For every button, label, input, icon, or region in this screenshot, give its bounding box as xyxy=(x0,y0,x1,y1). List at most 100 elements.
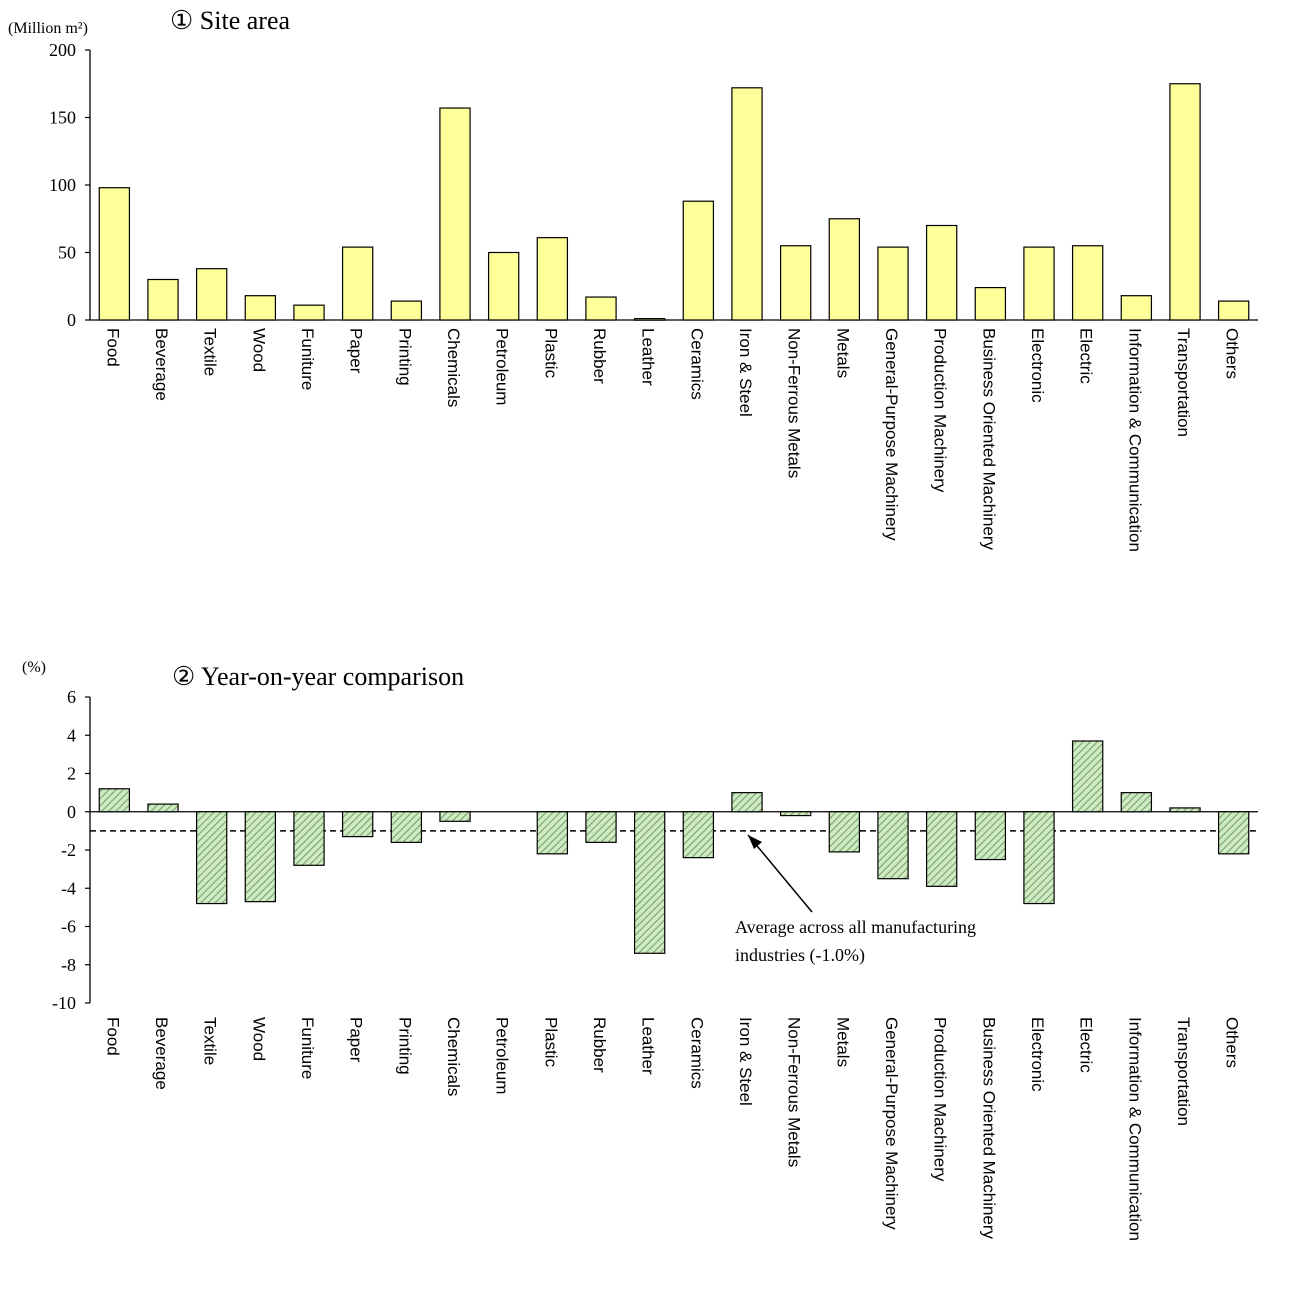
category-label: Iron & Steel xyxy=(736,328,755,417)
y-tick-label: 0 xyxy=(67,802,76,822)
category-label: Production Machinery xyxy=(931,1017,950,1182)
bar-iron-steel xyxy=(731,792,763,813)
chart1-title: ① Site area xyxy=(170,6,290,35)
bar-textile xyxy=(195,811,228,905)
bar-plastic xyxy=(536,811,569,855)
category-label: Food xyxy=(103,1017,122,1056)
chart2-bars xyxy=(98,740,1250,954)
bar-textile xyxy=(195,268,228,321)
category-label: Wood xyxy=(249,328,268,372)
category-label: Chemicals xyxy=(444,1017,463,1096)
category-label: Information & Communication xyxy=(1125,328,1144,552)
bar-rubber xyxy=(585,296,617,321)
bar-food xyxy=(98,187,131,321)
category-label: Others xyxy=(1223,328,1242,379)
chart1-bars xyxy=(98,83,1250,321)
category-label: Leather xyxy=(639,328,658,386)
category-label: Printing xyxy=(395,328,414,386)
bar-production-machinery xyxy=(925,224,958,321)
bar-others xyxy=(1217,811,1250,855)
bar-ceramics xyxy=(682,200,715,321)
category-label: Transportation xyxy=(1174,1017,1193,1126)
chart1-ticks: 0 50 100 150 200 xyxy=(49,40,90,330)
y-tick-label: 6 xyxy=(67,687,76,707)
category-label: Production Machinery xyxy=(931,328,950,493)
bar-funiture xyxy=(293,304,325,321)
bar-transportation xyxy=(1169,83,1201,321)
bar-non-ferrous-metals xyxy=(779,811,812,817)
bar-beverage xyxy=(147,803,179,813)
bar-transportation xyxy=(1169,807,1201,813)
category-label: Others xyxy=(1223,1017,1242,1068)
category-label: Non-Ferrous Metals xyxy=(785,1017,804,1167)
bar-plastic xyxy=(536,237,569,321)
bar-paper xyxy=(341,246,374,321)
category-label: Chemicals xyxy=(444,328,463,407)
category-label: Beverage xyxy=(152,1017,171,1090)
bar-funiture xyxy=(293,811,325,866)
bar-leather xyxy=(633,811,666,954)
y-tick-label: 200 xyxy=(49,40,76,60)
bar-general-purpose-machinery xyxy=(877,246,909,321)
category-label: Funiture xyxy=(298,328,317,390)
chart2-unit-label: (%) xyxy=(22,659,46,676)
category-label: Rubber xyxy=(590,1017,609,1073)
annotation-arrow-head xyxy=(748,835,762,849)
bar-paper xyxy=(341,811,374,838)
y-tick-label: 50 xyxy=(58,243,76,263)
category-label: Iron & Steel xyxy=(736,1017,755,1106)
bar-metals xyxy=(828,811,861,853)
category-label: Funiture xyxy=(298,1017,317,1079)
bar-business-oriented-machinery xyxy=(974,811,1007,861)
y-tick-label: 150 xyxy=(49,108,76,128)
category-label: Plastic xyxy=(541,328,560,379)
y-tick-label: 0 xyxy=(67,310,76,330)
category-label: Beverage xyxy=(152,328,171,401)
category-label: Transportation xyxy=(1174,328,1193,437)
bar-production-machinery xyxy=(925,811,958,887)
category-label: Petroleum xyxy=(493,1017,512,1094)
category-label: Metals xyxy=(833,328,852,378)
category-label: Paper xyxy=(347,1017,366,1063)
y-tick-label: 100 xyxy=(49,175,76,195)
annotation-arrow-line xyxy=(747,834,813,913)
bar-business-oriented-machinery xyxy=(974,287,1007,321)
bar-printing xyxy=(390,300,423,321)
chart1-unit-label: (Million m²) xyxy=(8,20,88,37)
bar-electronic xyxy=(1023,246,1055,321)
bar-chemicals xyxy=(439,107,471,321)
category-label: Electronic xyxy=(1028,1017,1047,1092)
category-label: Non-Ferrous Metals xyxy=(785,328,804,478)
bar-chemicals xyxy=(439,811,471,822)
category-label: Rubber xyxy=(590,328,609,384)
y-tick-label: -4 xyxy=(61,878,76,898)
chart2-ticks: 6 4 2 0 -2 -4 -6 -8 -10 xyxy=(52,687,90,1013)
category-label: Petroleum xyxy=(493,328,512,405)
y-tick-label: 2 xyxy=(67,764,76,784)
category-label: Business Oriented Machinery xyxy=(979,1017,998,1240)
bar-printing xyxy=(390,811,423,843)
annotation-line-2: industries (-1.0%) xyxy=(735,945,865,966)
category-label: Printing xyxy=(395,1017,414,1075)
category-label: Electronic xyxy=(1028,328,1047,403)
category-label: Metals xyxy=(833,1017,852,1067)
chart2-category-labels: Food Beverage Textile Wood Funiture Paper Prin… xyxy=(103,1017,1241,1241)
bar-electric xyxy=(1071,740,1104,813)
bar-information-communication xyxy=(1120,792,1153,813)
chart2-annotation: Average across all manufacturing industr… xyxy=(735,834,976,966)
category-label: Textile xyxy=(201,1017,220,1065)
bar-information-communication xyxy=(1120,295,1153,321)
chart1-category-labels: Food Beverage Textile Wood Funiture Paper Prin… xyxy=(103,328,1241,552)
bar-beverage xyxy=(147,278,179,321)
bar-electric xyxy=(1071,245,1104,321)
bar-food xyxy=(98,788,131,813)
category-label: Ceramics xyxy=(687,1017,706,1089)
bar-wood xyxy=(244,811,277,903)
bar-electronic xyxy=(1023,811,1055,905)
category-label: General-Purpose Machinery xyxy=(882,1017,901,1230)
category-label: Food xyxy=(103,328,122,367)
category-label: Leather xyxy=(639,1017,658,1075)
category-label: Information & Communication xyxy=(1125,1017,1144,1241)
category-label: Electric xyxy=(1077,1017,1096,1073)
category-label: General-Purpose Machinery xyxy=(882,328,901,541)
